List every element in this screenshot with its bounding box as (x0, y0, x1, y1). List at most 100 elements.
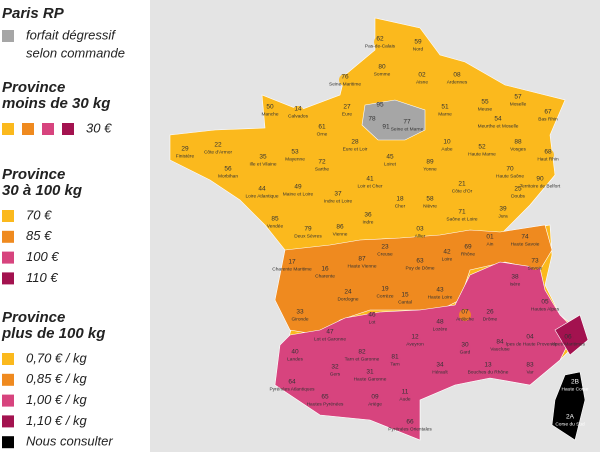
department-area (504, 166, 516, 178)
department-area (497, 206, 509, 218)
department-area (339, 74, 351, 86)
department-name: Alpes de Haute Provence (503, 341, 558, 347)
department-code: 41 (366, 176, 374, 183)
department-area (374, 36, 386, 48)
department-area (562, 334, 574, 346)
department-code: 72 (318, 159, 326, 166)
department-name: Calvados (288, 113, 309, 119)
department-name: Eure et Loir (343, 146, 368, 152)
department-code: 55 (481, 99, 489, 106)
department-code: 46 (368, 312, 376, 319)
department-name: Aisne (416, 79, 428, 85)
department-name: Cantal (398, 299, 412, 305)
department-code: 11 (402, 389, 409, 396)
legend-swatch (2, 353, 14, 365)
department-area (292, 184, 304, 196)
department-name: Gard (460, 349, 471, 355)
department-area (329, 364, 341, 376)
department-name: Allier (415, 233, 426, 239)
department-name: Seine Maritime (329, 81, 361, 87)
department-name: Morbihan (218, 173, 238, 179)
department-area (542, 109, 554, 121)
department-code: 91 (382, 124, 390, 131)
department-area (524, 334, 536, 346)
department-code: 61 (318, 124, 326, 131)
department-name: Haute Corse (562, 386, 589, 392)
department-code: 79 (304, 226, 312, 233)
department-area (379, 244, 391, 256)
legend-swatch (2, 30, 14, 42)
department-code: 51 (441, 104, 449, 111)
department-code: 32 (331, 364, 339, 371)
department-code: 89 (426, 159, 434, 166)
department-code: 65 (321, 394, 329, 401)
department-code: 16 (321, 266, 329, 273)
department-area (394, 196, 406, 208)
department-area (286, 379, 298, 391)
department-area (356, 349, 368, 361)
department-area (269, 216, 281, 228)
department-code: 31 (366, 369, 374, 376)
department-code: 35 (259, 154, 267, 161)
department-area (524, 362, 536, 374)
department-area (294, 309, 306, 321)
department-area (401, 119, 413, 131)
department-code: 17 (288, 259, 296, 266)
department-name: Territoire de Belfort (520, 183, 561, 189)
department-area (364, 176, 376, 188)
department-name: Hérault (432, 369, 448, 375)
department-name: Indre et Loire (324, 198, 353, 204)
department-area (256, 186, 268, 198)
department-area (399, 292, 411, 304)
legend-swatch (62, 123, 74, 135)
department-area (379, 286, 391, 298)
department-code: 73 (531, 258, 539, 265)
department-code: 22 (214, 142, 222, 149)
department-code: 57 (514, 94, 522, 101)
department-area (332, 191, 344, 203)
department-name: Haute Saône (496, 173, 524, 179)
legend-swatch (2, 394, 14, 407)
department-code: 63 (416, 258, 424, 265)
department-area (412, 39, 424, 51)
department-area (564, 414, 576, 426)
department-code: 45 (386, 154, 394, 161)
department-area (434, 319, 446, 331)
department-code: 40 (291, 349, 299, 356)
department-code: 90 (536, 176, 544, 183)
legend-title: Paris RP (2, 5, 65, 22)
legend-label: 100 € (26, 249, 59, 264)
department-code: 34 (436, 362, 444, 369)
department-area (389, 354, 401, 366)
department-area (334, 224, 346, 236)
department-code: 27 (343, 104, 351, 111)
department-code: 18 (396, 196, 404, 203)
department-area (222, 166, 234, 178)
department-name: Charente (315, 273, 335, 279)
department-area (369, 394, 381, 406)
department-name: Marne (438, 111, 452, 117)
department-name: Nièvre (423, 203, 437, 209)
department-name: Var (526, 369, 534, 375)
department-code: 81 (391, 354, 399, 361)
department-area (324, 329, 336, 341)
department-name: Landes (287, 356, 303, 362)
department-area (459, 342, 471, 354)
department-code: 53 (291, 149, 299, 156)
department-name: Yonne (423, 166, 437, 172)
department-name: Vaucluse (490, 346, 510, 352)
department-name: Meuse (478, 106, 493, 112)
legend-swatch (2, 251, 14, 264)
department-code: 85 (271, 216, 279, 223)
department-code: 70 (506, 166, 514, 173)
legend-title: moins de 30 kg (2, 95, 110, 112)
department-code: 21 (458, 181, 466, 188)
legend-swatch (2, 415, 14, 428)
department-area (289, 149, 301, 161)
department-name: Aveyron (406, 341, 424, 347)
department-name: Loire Atlantique (245, 193, 278, 199)
department-code: 80 (378, 64, 386, 71)
department-code: 14 (294, 106, 302, 113)
department-name: Lot et Garonne (314, 336, 346, 342)
department-name: Rhône (461, 251, 475, 257)
